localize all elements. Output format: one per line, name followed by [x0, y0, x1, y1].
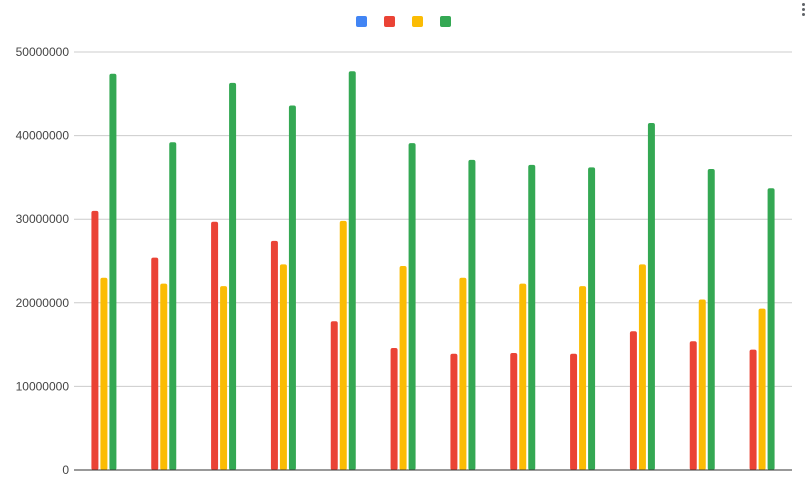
bar-series-4-category-1[interactable]	[109, 73, 117, 471]
bar-series-4-category-2[interactable]	[169, 142, 177, 470]
y-tick-label: 20000000	[16, 296, 70, 310]
bar-series-4-category-4[interactable]	[288, 105, 296, 470]
legend-swatch-series-3[interactable]	[412, 16, 423, 27]
bar-series-3-category-1[interactable]	[100, 277, 108, 470]
bar-series-2-category-7[interactable]	[450, 353, 458, 470]
bar-series-4-category-6[interactable]	[408, 143, 416, 470]
bar-series-3-category-4[interactable]	[279, 264, 287, 470]
bar-series-3-category-3[interactable]	[220, 286, 228, 470]
bar-series-2-category-11[interactable]	[689, 341, 697, 470]
bar-series-2-category-4[interactable]	[270, 240, 278, 470]
bar-series-3-category-5[interactable]	[339, 220, 347, 470]
bar-series-2-category-9[interactable]	[570, 353, 578, 470]
bar-series-3-category-12[interactable]	[758, 308, 766, 470]
bar-series-4-category-3[interactable]	[229, 82, 237, 470]
bar-series-3-category-6[interactable]	[399, 266, 407, 470]
y-tick-label: 50000000	[16, 45, 70, 59]
legend-swatch-series-4[interactable]	[440, 16, 451, 27]
bar-series-3-category-8[interactable]	[519, 283, 527, 470]
bar-series-4-category-9[interactable]	[588, 167, 596, 471]
gridlines	[74, 51, 792, 387]
bar-series-2-category-6[interactable]	[390, 347, 398, 470]
legend-swatch-series-2[interactable]	[384, 16, 395, 27]
bar-series-3-category-10[interactable]	[638, 264, 646, 470]
bar-series-2-category-10[interactable]	[629, 331, 637, 470]
bar-series-2-category-3[interactable]	[211, 221, 219, 470]
legend	[356, 16, 451, 27]
legend-swatch-series-1[interactable]	[356, 16, 367, 27]
bar-series-3-category-11[interactable]	[698, 299, 706, 470]
bar-series-2-category-2[interactable]	[151, 257, 159, 470]
bar-series-4-category-12[interactable]	[767, 188, 775, 470]
bar-series-2-category-12[interactable]	[749, 349, 757, 470]
more-options-icon[interactable]	[800, 2, 806, 20]
bar-series-2-category-1[interactable]	[91, 210, 99, 470]
bar-series-4-category-10[interactable]	[647, 123, 655, 470]
bar-series-3-category-9[interactable]	[579, 286, 587, 470]
y-axis-ticks: 0 10000000 20000000 30000000 40000000 5000000…	[16, 45, 70, 477]
bar-series-3-category-2[interactable]	[160, 283, 168, 470]
bar-series-4-category-8[interactable]	[528, 164, 536, 471]
y-tick-label: 40000000	[16, 129, 70, 143]
y-tick-label: 30000000	[16, 212, 70, 226]
bar-series-2-category-5[interactable]	[330, 321, 338, 470]
bars	[91, 71, 775, 471]
y-tick-label: 10000000	[16, 379, 70, 393]
bar-series-4-category-7[interactable]	[468, 159, 476, 470]
bar-series-4-category-11[interactable]	[707, 169, 715, 471]
bar-series-3-category-7[interactable]	[459, 277, 467, 470]
bar-series-2-category-8[interactable]	[510, 352, 518, 470]
y-tick-label: 0	[62, 463, 69, 477]
bar-series-4-category-5[interactable]	[348, 71, 356, 470]
